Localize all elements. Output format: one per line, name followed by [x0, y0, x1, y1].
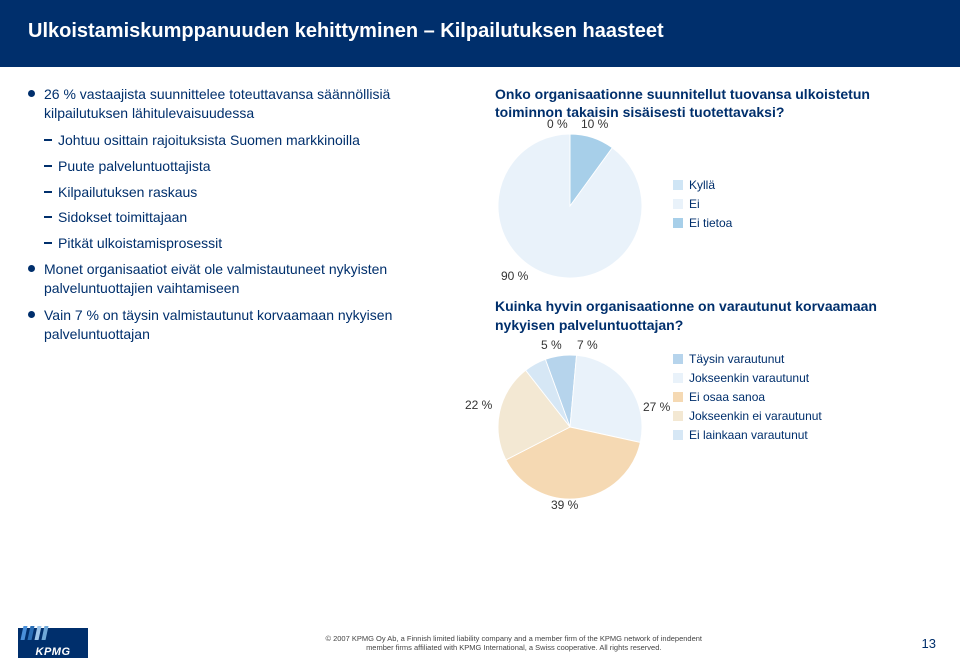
kpmg-logo: KPMG	[18, 628, 88, 658]
header-bar: Ulkoistamiskumppanuuden kehittyminen – K…	[0, 0, 960, 67]
footer: KPMG © 2007 KPMG Oy Ab, a Finnish limite…	[0, 619, 960, 667]
chart2-legend: Täysin varautunut Jokseenkin varautunut Ei…	[673, 352, 822, 447]
sub-puute: Puute palveluntuottajista	[28, 157, 465, 176]
legend-swatch	[673, 180, 683, 190]
page-number: 13	[922, 636, 936, 651]
footer-line2: member firms affiliated with KPMG Intern…	[366, 643, 661, 652]
bullet-7pct: Vain 7 % on täysin valmistautunut korvaa…	[28, 306, 465, 344]
chart1-label-0: 0 %	[547, 117, 568, 131]
footer-line1: © 2007 KPMG Oy Ab, a Finnish limited lia…	[325, 634, 702, 643]
bullet-monet: Monet organisaatiot eivät ole valmistaut…	[28, 260, 465, 298]
sub-raskaus: Kilpailutuksen raskaus	[28, 183, 465, 202]
legend-swatch	[673, 218, 683, 228]
legend-swatch	[673, 430, 683, 440]
legend-swatch	[673, 411, 683, 421]
chart1-pie: 0 % 10 % 90 %	[495, 131, 645, 281]
legend-item: Ei osaa sanoa	[673, 390, 822, 404]
right-column: Onko organisaationne suunnitellut tuovan…	[495, 85, 932, 518]
chart2-label-27: 27 %	[643, 400, 670, 414]
chart2-pie: 5 % 7 % 27 % 39 % 22 %	[495, 352, 645, 502]
legend-item: Täysin varautunut	[673, 352, 822, 366]
legend-text: Ei osaa sanoa	[689, 390, 765, 404]
chart2-title: Kuinka hyvin organisaationne on varautun…	[495, 297, 932, 333]
kpmg-logo-text: KPMG	[18, 646, 88, 658]
chart1-wrap: 0 % 10 % 90 % Kyllä Ei Ei tietoa	[495, 131, 932, 281]
legend-text: Ei	[689, 197, 700, 211]
page-title: Ulkoistamiskumppanuuden kehittyminen – K…	[28, 20, 932, 43]
legend-item: Ei	[673, 197, 732, 211]
legend-item: Jokseenkin ei varautunut	[673, 409, 822, 423]
legend-text: Ei lainkaan varautunut	[689, 428, 808, 442]
legend-swatch	[673, 354, 683, 364]
legend-swatch	[673, 392, 683, 402]
chart2-label-7: 7 %	[577, 338, 598, 352]
chart1-title: Onko organisaationne suunnitellut tuovan…	[495, 85, 932, 121]
sub-rajoitukset: Johtuu osittain rajoituksista Suomen mar…	[28, 131, 465, 150]
chart2-label-5: 5 %	[541, 338, 562, 352]
sub-pitkat: Pitkät ulkoistamisprosessit	[28, 234, 465, 253]
legend-text: Täysin varautunut	[689, 352, 784, 366]
content-area: 26 % vastaajista suunnittelee toteuttava…	[0, 67, 960, 518]
left-column: 26 % vastaajista suunnittelee toteuttava…	[28, 85, 465, 518]
legend-swatch	[673, 199, 683, 209]
legend-text: Kyllä	[689, 178, 715, 192]
legend-item: Ei lainkaan varautunut	[673, 428, 822, 442]
chart1-legend: Kyllä Ei Ei tietoa	[673, 178, 732, 235]
legend-item: Kyllä	[673, 178, 732, 192]
legend-text: Jokseenkin ei varautunut	[689, 409, 822, 423]
chart2-label-39: 39 %	[551, 498, 578, 512]
bullet-26pct: 26 % vastaajista suunnittelee toteuttava…	[28, 85, 465, 123]
footer-copyright: © 2007 KPMG Oy Ab, a Finnish limited lia…	[106, 634, 922, 652]
legend-item: Jokseenkin varautunut	[673, 371, 822, 385]
legend-swatch	[673, 373, 683, 383]
chart2-label-22: 22 %	[465, 398, 492, 412]
sub-sidokset: Sidokset toimittajaan	[28, 208, 465, 227]
legend-item: Ei tietoa	[673, 216, 732, 230]
chart1-label-90: 90 %	[501, 269, 528, 283]
legend-text: Ei tietoa	[689, 216, 732, 230]
chart1-label-10: 10 %	[581, 117, 608, 131]
chart2-wrap: 5 % 7 % 27 % 39 % 22 % Täysin varautunut…	[495, 344, 932, 502]
legend-text: Jokseenkin varautunut	[689, 371, 809, 385]
